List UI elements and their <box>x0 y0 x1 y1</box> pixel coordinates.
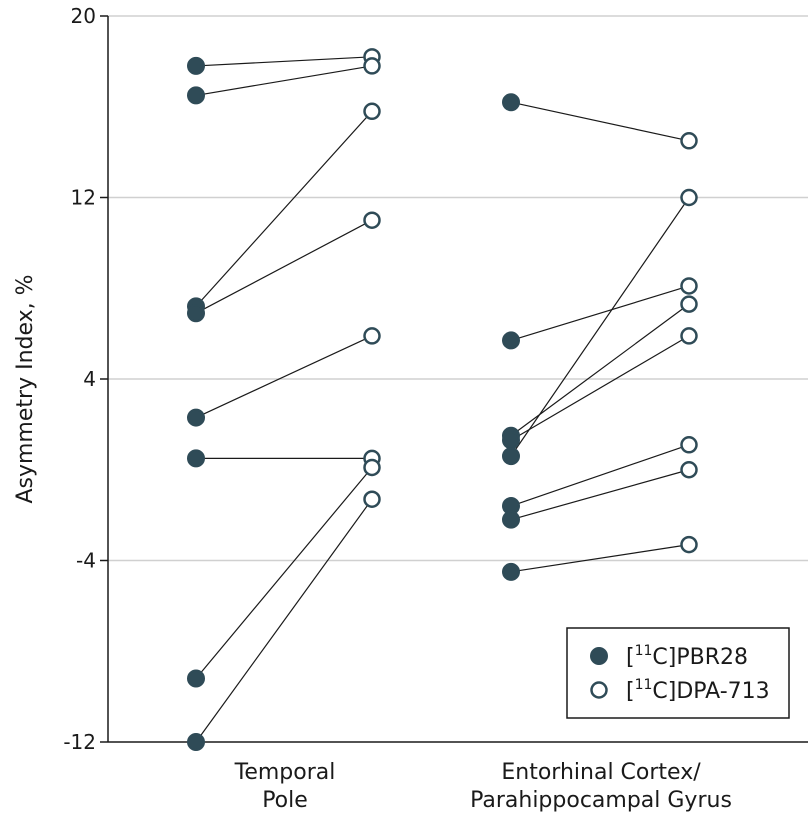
x-category-label: Entorhinal Cortex/ <box>501 760 701 785</box>
pbr28-point <box>187 56 205 75</box>
legend-box <box>566 627 790 719</box>
pair-lines <box>195 56 690 743</box>
pair-line <box>195 56 373 67</box>
pair-line <box>510 335 690 441</box>
dpa713-point <box>680 188 698 207</box>
y-tick-label: 12 <box>71 186 96 210</box>
y-tick-label: -4 <box>76 549 96 573</box>
pair-line <box>195 219 373 314</box>
dpa713-point <box>363 327 381 345</box>
legend-marker-open <box>590 681 608 699</box>
pbr28-point <box>502 431 520 450</box>
y-tick-label: -12 <box>63 730 96 754</box>
pbr28-point <box>502 510 520 529</box>
dpa713-point <box>680 436 698 454</box>
pair-line <box>195 335 373 419</box>
axis-layer: -12 -4 4 12 20 Temporal Pole Entorhinal Cortex/… <box>63 4 808 813</box>
pbr28-point <box>187 733 205 751</box>
pbr28-point <box>187 86 205 105</box>
markers <box>187 48 698 751</box>
dpa713-point <box>363 57 381 75</box>
pair-line <box>195 65 373 96</box>
pair-line <box>510 444 690 507</box>
dpa713-point <box>680 327 698 345</box>
y-tick-label: 20 <box>71 4 96 28</box>
dpa713-point <box>680 277 698 295</box>
pbr28-point <box>502 447 520 466</box>
pair-line <box>195 498 373 743</box>
legend-label: [11C]PBR28 <box>626 643 748 670</box>
x-category-label: Parahippocampal Gyrus <box>470 788 732 813</box>
pbr28-point <box>502 331 520 350</box>
x-category-label: Temporal <box>234 760 336 785</box>
dpa713-point <box>363 490 381 508</box>
dpa713-point <box>680 295 698 313</box>
grid-layer <box>108 15 808 562</box>
pbr28-point <box>187 408 205 427</box>
pair-line <box>510 303 690 437</box>
y-axis-title: Asymmetry Index, % <box>13 274 38 503</box>
y-tick-label: 4 <box>83 367 96 391</box>
pbr28-point <box>502 562 520 581</box>
dpa713-point <box>680 535 698 554</box>
pbr28-point <box>187 304 205 323</box>
pbr28-point <box>187 669 205 688</box>
dpa713-point <box>680 132 698 150</box>
pbr28-point <box>187 449 205 468</box>
dpa713-point <box>680 461 698 479</box>
dpa713-point <box>363 211 381 229</box>
pair-line <box>510 469 690 521</box>
pair-line <box>195 110 373 307</box>
dpa713-point <box>363 458 381 477</box>
dpa713-point <box>363 102 381 121</box>
pair-line <box>510 101 690 142</box>
pbr28-point <box>502 93 520 112</box>
legend: [11C]PBR28 [11C]DPA-713 <box>566 627 790 719</box>
pair-line <box>510 285 690 342</box>
x-category-label: Pole <box>262 788 308 813</box>
legend-label: [11C]DPA-713 <box>626 677 770 704</box>
pair-line <box>195 467 373 679</box>
pair-line <box>510 544 690 573</box>
legend-marker-filled <box>590 647 608 665</box>
pair-line <box>510 197 690 457</box>
